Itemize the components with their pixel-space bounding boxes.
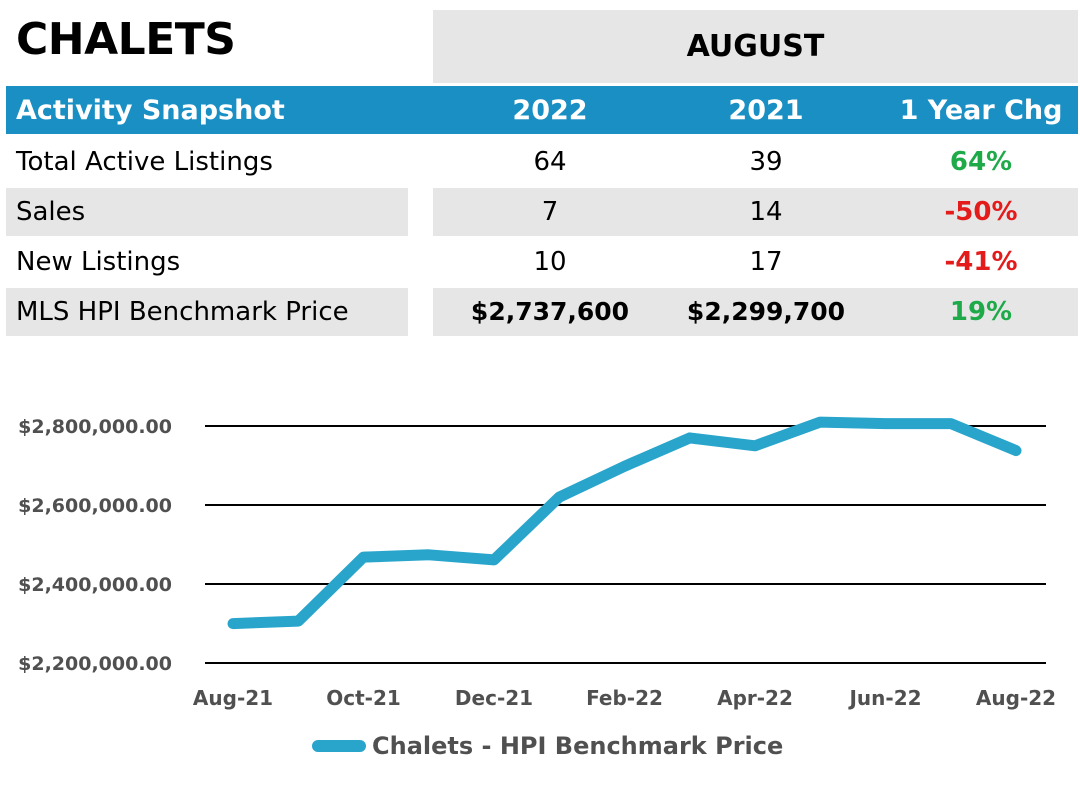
row-value-2022: $2,737,600 xyxy=(470,297,630,326)
period-banner: AUGUST xyxy=(433,10,1078,83)
row-value-2021: 14 xyxy=(749,197,783,227)
chart-legend: Chalets - HPI Benchmark Price xyxy=(312,732,783,760)
row-shade xyxy=(6,288,408,336)
row-shade xyxy=(433,288,1078,336)
x-tick-label: Feb-22 xyxy=(586,686,663,710)
row-label: Sales xyxy=(16,197,86,227)
x-tick-label: Aug-22 xyxy=(976,686,1056,710)
x-tick-label: Dec-21 xyxy=(455,686,533,710)
row-value-2022: 10 xyxy=(533,247,567,277)
legend-swatch xyxy=(312,740,366,752)
data-point xyxy=(1014,448,1018,453)
row-value-2022: 64 xyxy=(533,147,567,177)
data-point xyxy=(426,552,431,557)
row-change: 64% xyxy=(949,147,1013,177)
data-point xyxy=(687,435,692,440)
data-point xyxy=(557,495,562,500)
row-change: 19% xyxy=(949,297,1013,327)
y-tick-label: $2,400,000.00 xyxy=(18,574,172,596)
header-col-2021: 2021 xyxy=(728,95,804,126)
header-col-change: 1 Year Chg xyxy=(899,95,1063,126)
header-label: Activity Snapshot xyxy=(16,95,285,126)
row-value-2021: $2,299,700 xyxy=(686,297,846,326)
row-label: New Listings xyxy=(16,247,181,277)
data-point xyxy=(753,443,757,448)
legend-label: Chalets - HPI Benchmark Price xyxy=(372,732,784,760)
y-tick-label: $2,800,000.00 xyxy=(18,416,172,438)
hpi-line-chart: $2,200,000.00 $2,400,000.00 $2,600,000.00 $… xyxy=(18,416,1056,710)
row-label: Total Active Listings xyxy=(16,147,273,177)
data-point xyxy=(883,421,888,426)
y-tick-label: $2,600,000.00 xyxy=(18,495,172,517)
table-row: Sales 7 14 -50% xyxy=(6,188,1078,236)
data-point xyxy=(492,557,496,562)
data-point xyxy=(296,619,301,624)
table-header: Activity Snapshot 2022 2021 1 Year Chg xyxy=(6,86,1078,134)
y-axis-labels: $2,200,000.00 $2,400,000.00 $2,600,000.00 $… xyxy=(18,416,172,675)
data-points xyxy=(231,420,1018,626)
row-label: MLS HPI Benchmark Price xyxy=(16,297,349,327)
y-tick-label: $2,200,000.00 xyxy=(18,653,172,675)
row-value-2022: 7 xyxy=(541,197,559,227)
data-point xyxy=(818,420,823,425)
row-shade xyxy=(433,188,1078,236)
page-title: CHALETS xyxy=(16,14,236,65)
data-point xyxy=(231,621,235,626)
x-tick-label: Jun-22 xyxy=(847,686,921,710)
row-value-2021: 39 xyxy=(749,147,783,177)
series-line xyxy=(227,416,1022,630)
row-value-2021: 17 xyxy=(749,247,783,277)
header-col-2022: 2022 xyxy=(512,95,588,126)
x-tick-label: Aug-21 xyxy=(193,686,273,710)
x-axis-labels: Aug-21 Oct-21 Dec-21 Feb-22 Apr-22 Jun-22 Aug-… xyxy=(193,686,1056,710)
row-change: -41% xyxy=(944,247,1018,277)
period-label: AUGUST xyxy=(686,29,825,64)
row-change: -50% xyxy=(944,197,1018,227)
table-row: Total Active Listings 64 39 64% xyxy=(6,138,1078,186)
data-point xyxy=(948,421,953,426)
table-row: MLS HPI Benchmark Price $2,737,600 $2,29… xyxy=(6,288,1078,336)
x-tick-label: Oct-21 xyxy=(326,686,401,710)
data-point xyxy=(622,464,627,469)
grid-lines xyxy=(205,425,1046,664)
row-shade xyxy=(6,188,408,236)
x-tick-label: Apr-22 xyxy=(717,686,793,710)
table-row: New Listings 10 17 -41% xyxy=(6,238,1078,286)
data-point xyxy=(361,555,366,560)
